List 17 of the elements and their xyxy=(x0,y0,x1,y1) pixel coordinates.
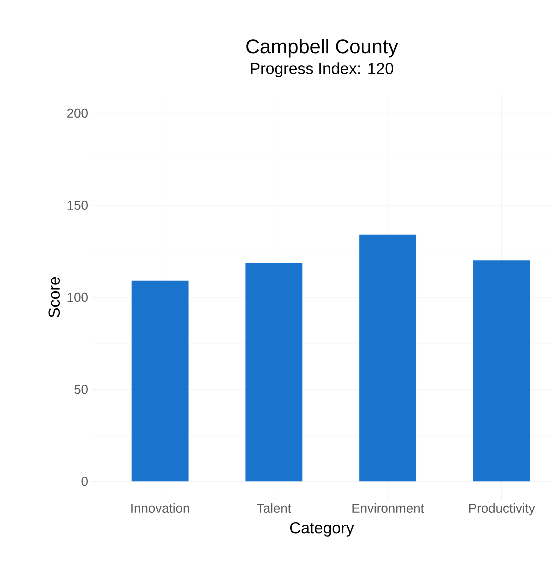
bar xyxy=(473,260,530,482)
x-tick-label: Productivity xyxy=(470,504,536,516)
y-tick-label: 200 xyxy=(68,108,88,118)
y-tick-label: 50 xyxy=(74,384,88,394)
bar xyxy=(246,263,303,482)
bar xyxy=(132,280,189,482)
y-tick-label: 100 xyxy=(68,292,88,302)
y-tick-label: 150 xyxy=(68,200,88,210)
x-axis-title: Category xyxy=(290,522,354,537)
x-tick-label: Innovation xyxy=(132,504,190,514)
x-tick-label: Talent xyxy=(257,504,292,514)
x-tick-label: Environment xyxy=(352,504,424,514)
y-tick-label: 0 xyxy=(82,477,88,486)
chart-subtitle: Progress Index: 120 xyxy=(251,62,394,78)
bar xyxy=(360,234,417,482)
y-axis-title: Score xyxy=(48,277,60,318)
chart-title: Campbell County xyxy=(246,39,398,58)
